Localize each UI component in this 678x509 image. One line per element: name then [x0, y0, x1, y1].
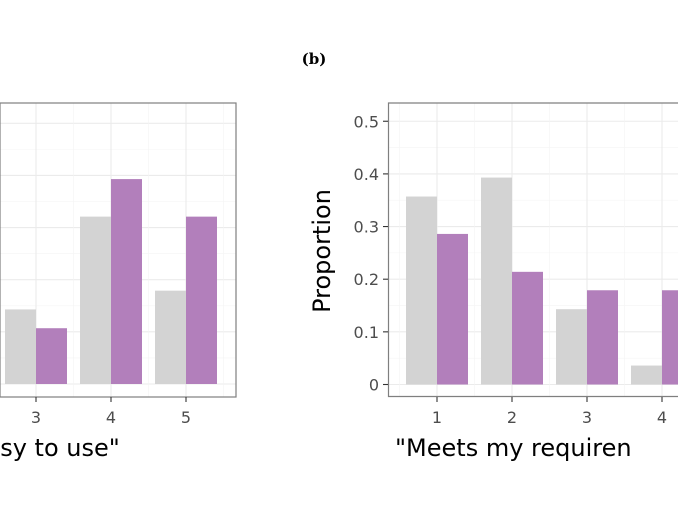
y-tick-label: 0.5	[354, 112, 379, 131]
y-tick-label: 0.1	[354, 323, 379, 342]
plot-frame-left	[0, 102, 237, 398]
x-tick-label-left: 3	[31, 408, 41, 427]
bar-right-b-1	[437, 233, 468, 385]
x-axis-title-left: sy to use"	[0, 434, 120, 462]
bar-right-a-3	[556, 309, 587, 385]
x-axis-title-right: "Meets my requiren	[395, 434, 632, 462]
y-tick-label: 0.2	[354, 270, 379, 289]
x-tick-label-right: 4	[657, 408, 667, 427]
bar-right-b-4	[662, 290, 678, 385]
bar-right-a-1	[406, 196, 437, 385]
x-tick-label-left: 5	[181, 408, 191, 427]
y-tick-label: 0	[369, 376, 379, 395]
x-tick-label-right: 1	[432, 408, 442, 427]
y-tick-label: 0.4	[354, 165, 379, 184]
bar-right-a-4	[631, 365, 662, 385]
chart-right: 0 0.1 0.2 0.3 0.4 0.5 1 2 3 4 "Meets my requiren…	[308, 102, 678, 462]
x-tick-label-right: 2	[507, 408, 517, 427]
bar-left-a-4	[80, 216, 111, 384]
bar-left-b-5	[186, 216, 217, 384]
bar-left-a-5	[155, 290, 186, 384]
panel-label: (b)	[302, 50, 327, 68]
y-tick-label: 0.3	[354, 218, 379, 237]
x-tick-label-right: 3	[582, 408, 592, 427]
bar-right-b-2	[512, 271, 543, 385]
y-axis-title-right: Proportion	[308, 189, 336, 313]
bar-left-b-4	[111, 179, 142, 384]
bar-left-a-3	[5, 309, 36, 384]
x-tick-label-left: 4	[106, 408, 116, 427]
bar-right-b-3	[587, 290, 618, 385]
bar-left-b-3	[36, 328, 67, 384]
plot-frame-right	[387, 102, 678, 398]
chart-left: 3 4 5 sy to use"	[0, 102, 237, 462]
bar-right-a-2	[481, 177, 512, 385]
